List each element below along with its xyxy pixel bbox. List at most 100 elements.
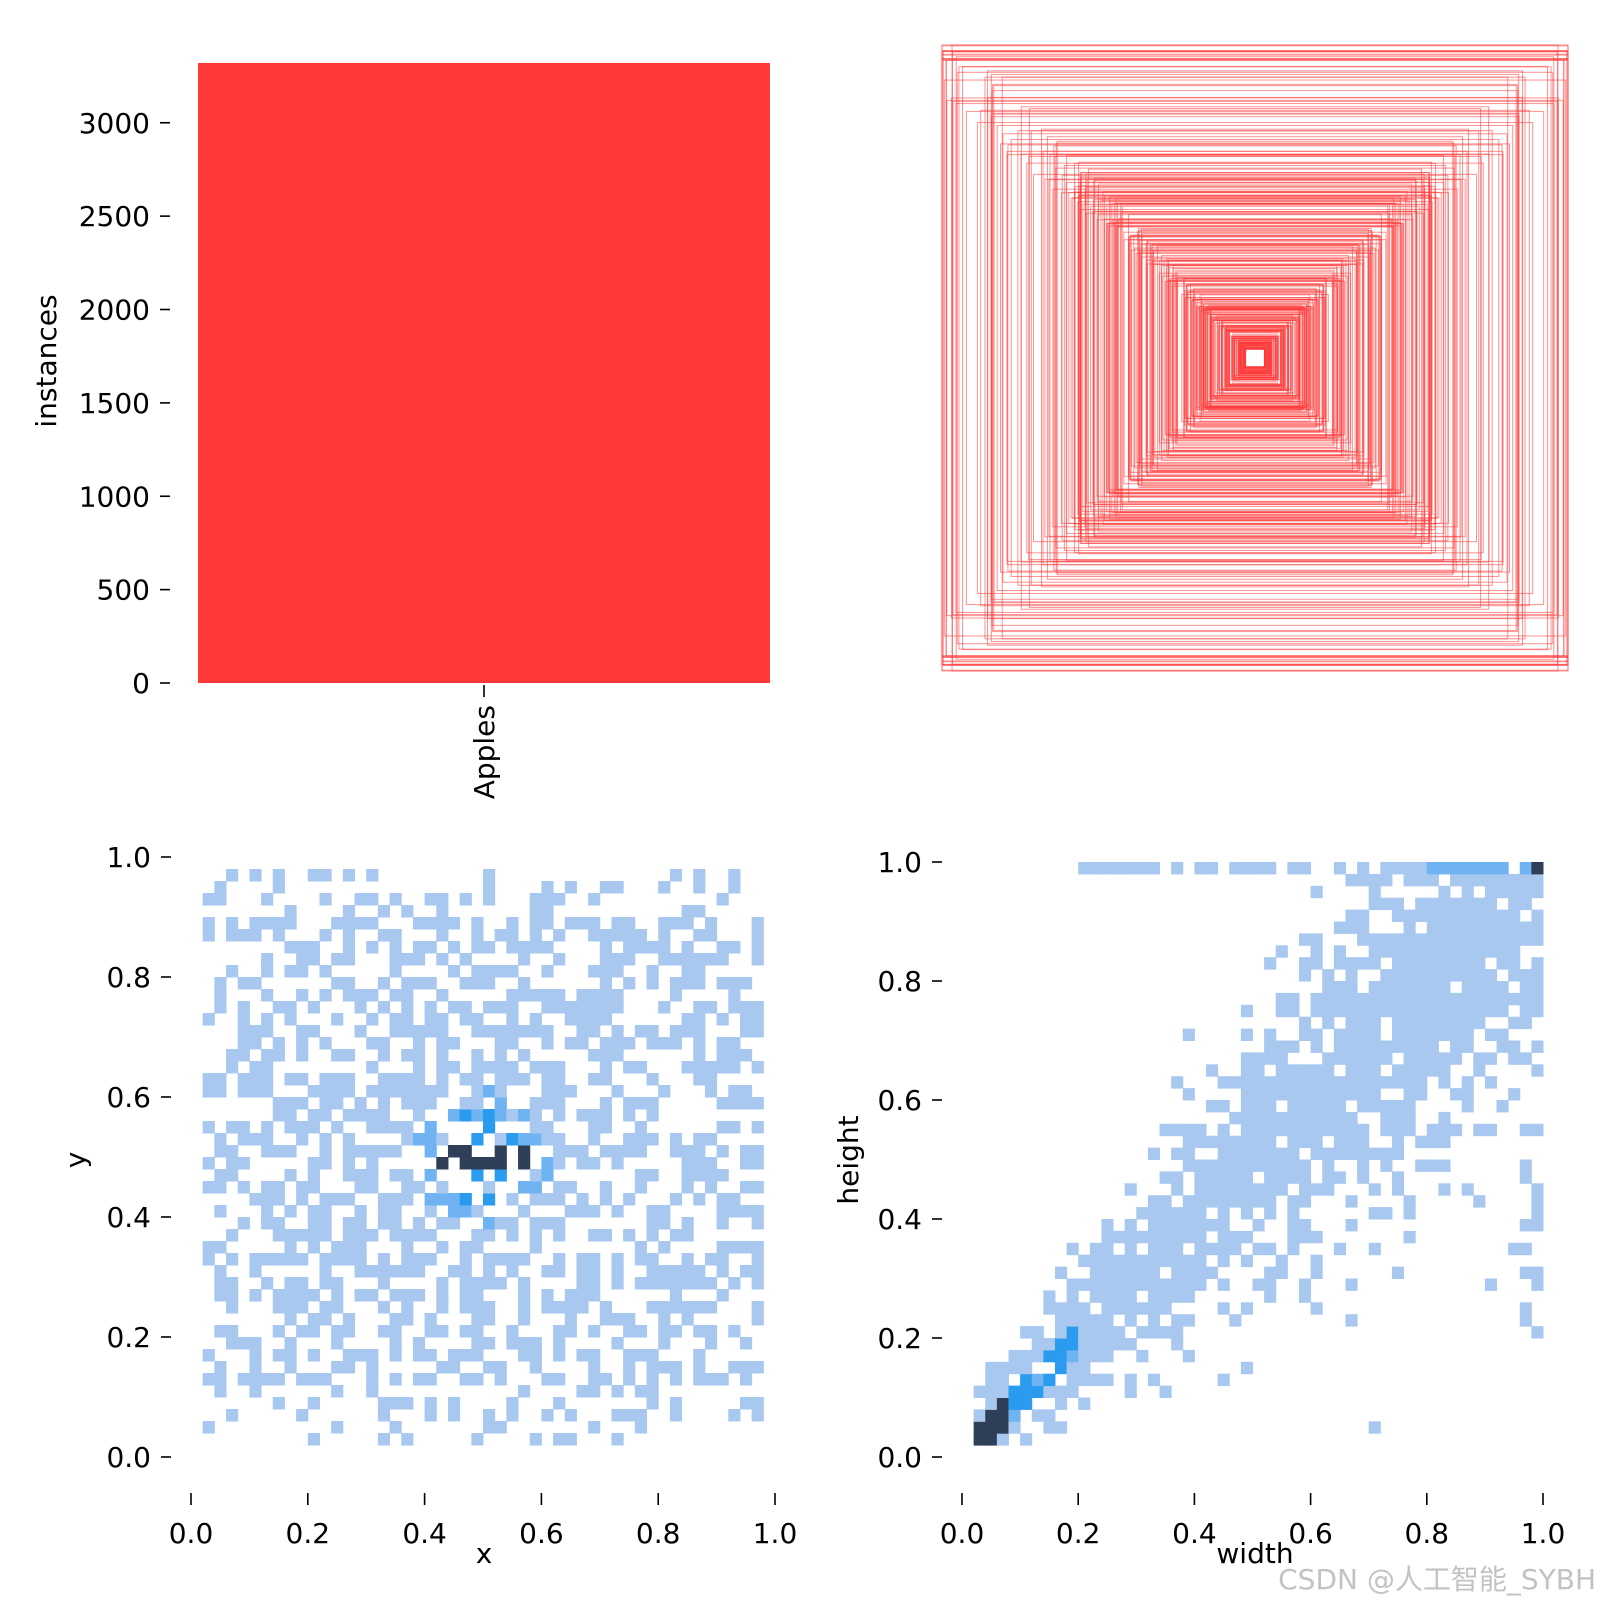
hist-cell (354, 1109, 367, 1122)
hist-cell (1531, 1004, 1544, 1018)
hist-cell (377, 1085, 391, 1098)
hist-cell (681, 1265, 694, 1278)
hist-cell (1159, 1278, 1172, 1291)
hist-cell (261, 1217, 274, 1230)
hist-cell (1403, 1111, 1416, 1125)
hist-cell (529, 1349, 542, 1362)
hist-cell (261, 1205, 274, 1218)
width-height-histogram-panel: 0.0 0.2 0.4 0.6 0.8 1.0 0.00.20.40.60.81.0 wi… (832, 846, 1565, 1570)
hist-cell (1438, 981, 1451, 994)
hist-cell (1217, 1230, 1230, 1244)
hist-cell (1101, 1278, 1114, 1291)
hist-cell (646, 1265, 659, 1278)
hist-cell (529, 1193, 542, 1206)
hist-cell (249, 1373, 262, 1386)
hist-cell (1438, 933, 1451, 946)
hist-cell (1101, 1242, 1114, 1256)
hist-cell (1147, 1242, 1161, 1256)
hist-cell (366, 1349, 379, 1362)
hist-cell (319, 1097, 332, 1110)
hist-cell (681, 1313, 694, 1326)
hist-cell (1345, 1016, 1358, 1030)
hist-cell (1473, 969, 1486, 982)
hist-cell (459, 1301, 472, 1314)
hist-cell (389, 1325, 402, 1338)
hist-cell (1124, 1183, 1137, 1196)
hist-cell (202, 1373, 215, 1386)
hist-cell (1194, 1171, 1207, 1184)
hist-cell (739, 1145, 753, 1158)
hist-cell (226, 929, 239, 942)
hist-cell (307, 1397, 320, 1410)
bounding-box (1053, 145, 1457, 571)
hist-cell (623, 1361, 636, 1374)
hist-cell (506, 1409, 519, 1422)
y-tick-label: 500 (97, 574, 150, 607)
bounding-box (1187, 291, 1323, 425)
hist-cell (401, 905, 414, 918)
hist-cell (646, 965, 659, 978)
hist-cell (436, 1025, 449, 1038)
hist-cell (1066, 1361, 1079, 1375)
hist-cell (471, 1061, 484, 1074)
hist-cell (751, 1277, 764, 1290)
hist-cell (1054, 1397, 1068, 1410)
x-axis-label: x (476, 1537, 493, 1570)
hist-cell (1333, 1123, 1346, 1137)
hist-cell (1113, 1326, 1126, 1339)
y-tick-label: 0.0 (106, 1441, 151, 1474)
hist-cell (1345, 981, 1358, 994)
hist-cell (1229, 1159, 1242, 1172)
hist-cell (483, 1277, 496, 1290)
hist-cell (1496, 933, 1509, 946)
hist-cell (1403, 992, 1416, 1006)
hist-cell (1391, 933, 1405, 946)
hist-cell (447, 1361, 461, 1374)
hist-cell (1357, 1171, 1370, 1184)
hist-cell (459, 1013, 472, 1026)
hist-cell (401, 1133, 414, 1146)
hist-cell (1403, 921, 1416, 934)
hist-cell (518, 1109, 531, 1122)
hist-cell (541, 1085, 554, 1098)
hist-cell (1519, 1159, 1532, 1172)
hist-cell (331, 1277, 344, 1290)
hist-cell (1531, 1326, 1544, 1339)
hist-cell (1194, 1230, 1207, 1244)
y-tick-label: 0.6 (877, 1084, 922, 1117)
hist-cell (377, 1145, 391, 1158)
hist-cell (1310, 885, 1323, 899)
hist-cell (1473, 1016, 1486, 1030)
hist-cell (226, 1157, 239, 1170)
bounding-box (1049, 153, 1461, 563)
bounding-box (1138, 229, 1372, 487)
hist-cell (226, 1301, 239, 1314)
hist-cell (518, 1253, 531, 1266)
hist-cell (704, 929, 718, 942)
hist-cell (576, 1301, 589, 1314)
bounding-box (1161, 275, 1349, 441)
hist-cell (447, 1349, 461, 1362)
hist-cell (1519, 992, 1532, 1006)
hist-cell (704, 1061, 718, 1074)
hist-cell (1043, 1373, 1056, 1387)
hist-cell (377, 1397, 391, 1410)
hist-cell (506, 1337, 519, 1350)
hist-cell (588, 1289, 601, 1302)
hist-cell (296, 941, 309, 954)
hist-cell (1391, 897, 1405, 911)
hist-cell (412, 1085, 426, 1098)
hist-cell (669, 1373, 683, 1386)
hist-cell (401, 1433, 414, 1446)
hist-cell (471, 1169, 484, 1182)
hist-cell (588, 1373, 601, 1386)
bounding-box (941, 58, 1569, 658)
hist-cell (541, 1037, 554, 1050)
hist-cell (1368, 1028, 1381, 1041)
hist-cell (366, 1085, 379, 1098)
hist-cell (296, 989, 309, 1002)
hist-cell (623, 977, 636, 990)
hist-cell (1101, 1230, 1114, 1244)
hist-cell (436, 1073, 449, 1086)
hist-cell (1531, 957, 1544, 970)
